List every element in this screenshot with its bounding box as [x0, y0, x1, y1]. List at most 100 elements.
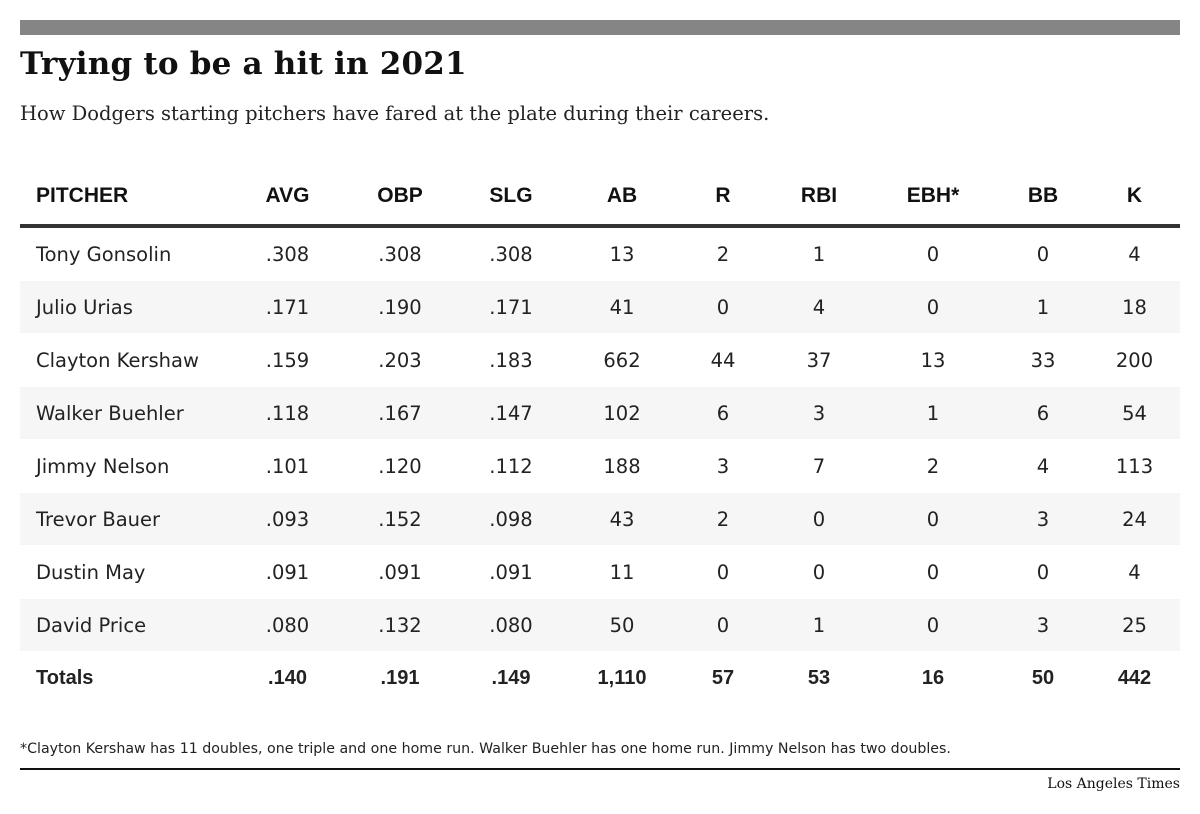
stat-cell-bb: 0: [997, 225, 1089, 281]
pitcher-name-cell: Totals: [20, 651, 230, 705]
stat-cell-k: 4: [1089, 545, 1180, 599]
stat-cell-slg: .098: [455, 492, 567, 546]
stat-cell-bb: 4: [997, 439, 1089, 493]
stat-cell-ebh: 0: [869, 280, 997, 334]
pitcher-name-cell: Jimmy Nelson: [20, 439, 230, 493]
column-header-ebh: EBH*: [869, 168, 997, 228]
pitcher-name-cell: David Price: [20, 598, 230, 652]
column-header-rbi: RBI: [769, 168, 869, 228]
stat-cell-ebh: 16: [869, 651, 997, 705]
stat-cell-k: 25: [1089, 598, 1180, 652]
stat-cell-ebh: 13: [869, 333, 997, 387]
stat-cell-bb: 3: [997, 598, 1089, 652]
stat-cell-rbi: 0: [769, 492, 869, 546]
stat-cell-rbi: 7: [769, 439, 869, 493]
stat-cell-r: 44: [677, 333, 769, 387]
stat-cell-r: 0: [677, 598, 769, 652]
stat-cell-ab: 41: [567, 280, 677, 334]
stat-cell-r: 0: [677, 280, 769, 334]
column-header-slg: SLG: [455, 168, 567, 228]
stat-cell-slg: .171: [455, 280, 567, 334]
stat-cell-r: 0: [677, 545, 769, 599]
stat-cell-bb: 0: [997, 545, 1089, 599]
stat-cell-obp: .152: [345, 492, 455, 546]
stat-cell-ab: 43: [567, 492, 677, 546]
table-row: Tony Gonsolin .308.308.308 13 2 1 0 0 4: [20, 225, 1180, 281]
stat-cell-rbi: 1: [769, 598, 869, 652]
stat-cell-avg: .308: [230, 225, 345, 281]
stat-cell-r: 2: [677, 492, 769, 546]
stat-cell-obp: .167: [345, 386, 455, 440]
stat-cell-slg: .091: [455, 545, 567, 599]
table-row: Clayton Kershaw .159.203.183 662 44 37 13 33 20…: [20, 333, 1180, 387]
stat-cell-ab: 188: [567, 439, 677, 493]
stat-cell-obp: .120: [345, 439, 455, 493]
stat-cell-ab: 13: [567, 225, 677, 281]
stat-cell-avg: .093: [230, 492, 345, 546]
stat-cell-ab: 662: [567, 333, 677, 387]
pitcher-name-cell: Tony Gonsolin: [20, 225, 230, 281]
column-header-obp: OBP: [345, 168, 455, 228]
source-credit: Los Angeles Times: [1047, 776, 1180, 792]
stat-cell-avg: .080: [230, 598, 345, 652]
pitcher-name-cell: Dustin May: [20, 545, 230, 599]
stat-cell-k: 54: [1089, 386, 1180, 440]
stat-cell-avg: .140: [230, 651, 345, 705]
stat-cell-obp: .203: [345, 333, 455, 387]
stat-cell-ebh: 0: [869, 545, 997, 599]
stat-cell-bb: 3: [997, 492, 1089, 546]
stat-cell-slg: .149: [455, 651, 567, 705]
footnote: *Clayton Kershaw has 11 doubles, one tri…: [20, 741, 951, 757]
column-header-k: K: [1089, 168, 1180, 228]
stat-cell-avg: .171: [230, 280, 345, 334]
stat-cell-ebh: 0: [869, 492, 997, 546]
pitcher-name-cell: Trevor Bauer: [20, 492, 230, 546]
stat-cell-r: 6: [677, 386, 769, 440]
stat-cell-avg: .091: [230, 545, 345, 599]
stat-cell-slg: .147: [455, 386, 567, 440]
stat-cell-avg: .118: [230, 386, 345, 440]
table-row: David Price .080.132.080 50 0 1 0 3 25: [20, 598, 1180, 652]
stat-cell-k: 442: [1089, 651, 1180, 705]
column-header-pitcher: PITCHER: [20, 168, 230, 228]
stat-cell-rbi: 1: [769, 225, 869, 281]
stat-cell-k: 113: [1089, 439, 1180, 493]
stat-cell-ab: 1,110: [567, 651, 677, 705]
stat-cell-ab: 102: [567, 386, 677, 440]
totals-row: Totals .140.191.149 1,110 57 53 16 50 442: [20, 651, 1180, 705]
stat-cell-k: 24: [1089, 492, 1180, 546]
stat-cell-avg: .101: [230, 439, 345, 493]
stat-cell-k: 200: [1089, 333, 1180, 387]
table-row: Walker Buehler .118.167.147 102 6 3 1 6 54: [20, 386, 1180, 440]
stat-cell-bb: 6: [997, 386, 1089, 440]
stat-cell-r: 57: [677, 651, 769, 705]
bottom-rule: [20, 768, 1180, 770]
stat-cell-ebh: 0: [869, 225, 997, 281]
header-row: PITCHER AVG OBP SLG AB R RBI EBH* BB K: [20, 168, 1180, 228]
chart-subtitle: How Dodgers starting pitchers have fared…: [20, 102, 770, 125]
stat-cell-ab: 50: [567, 598, 677, 652]
stat-cell-ebh: 2: [869, 439, 997, 493]
stat-cell-rbi: 3: [769, 386, 869, 440]
stat-cell-rbi: 53: [769, 651, 869, 705]
stat-cell-obp: .091: [345, 545, 455, 599]
stat-cell-r: 2: [677, 225, 769, 281]
table-row: Dustin May .091.091.091 11 0 0 0 0 4: [20, 545, 1180, 599]
column-header-avg: AVG: [230, 168, 345, 228]
stat-cell-obp: .191: [345, 651, 455, 705]
stats-table: PITCHER AVG OBP SLG AB R RBI EBH* BB K Tony Gonso…: [20, 168, 1180, 705]
stat-cell-obp: .308: [345, 225, 455, 281]
column-header-ab: AB: [567, 168, 677, 228]
stat-cell-slg: .112: [455, 439, 567, 493]
top-accent-bar: [20, 20, 1180, 35]
stat-cell-r: 3: [677, 439, 769, 493]
pitcher-name-cell: Julio Urias: [20, 280, 230, 334]
stat-cell-slg: .080: [455, 598, 567, 652]
stat-cell-ebh: 0: [869, 598, 997, 652]
stat-cell-obp: .132: [345, 598, 455, 652]
table-row: Julio Urias .171.190.171 41 0 4 0 1 18: [20, 280, 1180, 334]
table-row: Trevor Bauer .093.152.098 43 2 0 0 3 24: [20, 492, 1180, 546]
stat-cell-k: 18: [1089, 280, 1180, 334]
stat-cell-rbi: 4: [769, 280, 869, 334]
column-header-bb: BB: [997, 168, 1089, 228]
